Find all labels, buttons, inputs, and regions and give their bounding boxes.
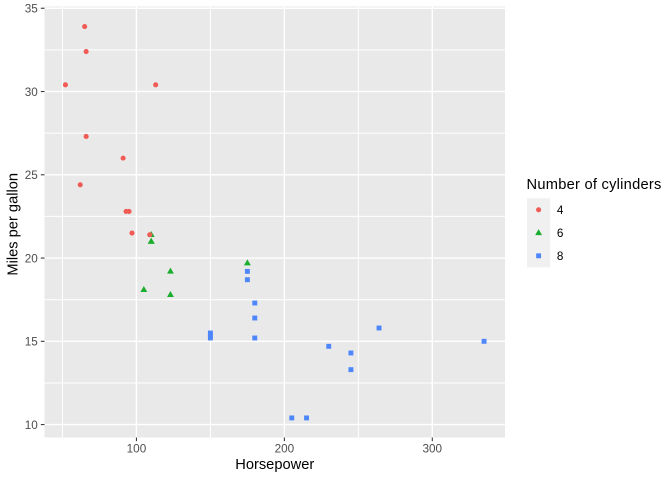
svg-text:10: 10 [25, 419, 39, 432]
svg-text:20: 20 [25, 252, 39, 265]
svg-text:200: 200 [275, 443, 295, 456]
svg-text:Number of cylinders: Number of cylinders [527, 177, 662, 193]
svg-text:15: 15 [25, 336, 39, 349]
svg-text:6: 6 [557, 227, 564, 240]
svg-text:4: 4 [557, 204, 564, 217]
svg-text:8: 8 [557, 250, 564, 263]
svg-text:300: 300 [423, 443, 443, 456]
svg-text:100: 100 [127, 443, 147, 456]
svg-text:25: 25 [25, 169, 39, 182]
svg-text:Miles per gallon: Miles per gallon [5, 173, 21, 276]
svg-text:35: 35 [25, 3, 39, 16]
svg-text:Horsepower: Horsepower [235, 457, 314, 473]
svg-text:30: 30 [25, 86, 39, 99]
